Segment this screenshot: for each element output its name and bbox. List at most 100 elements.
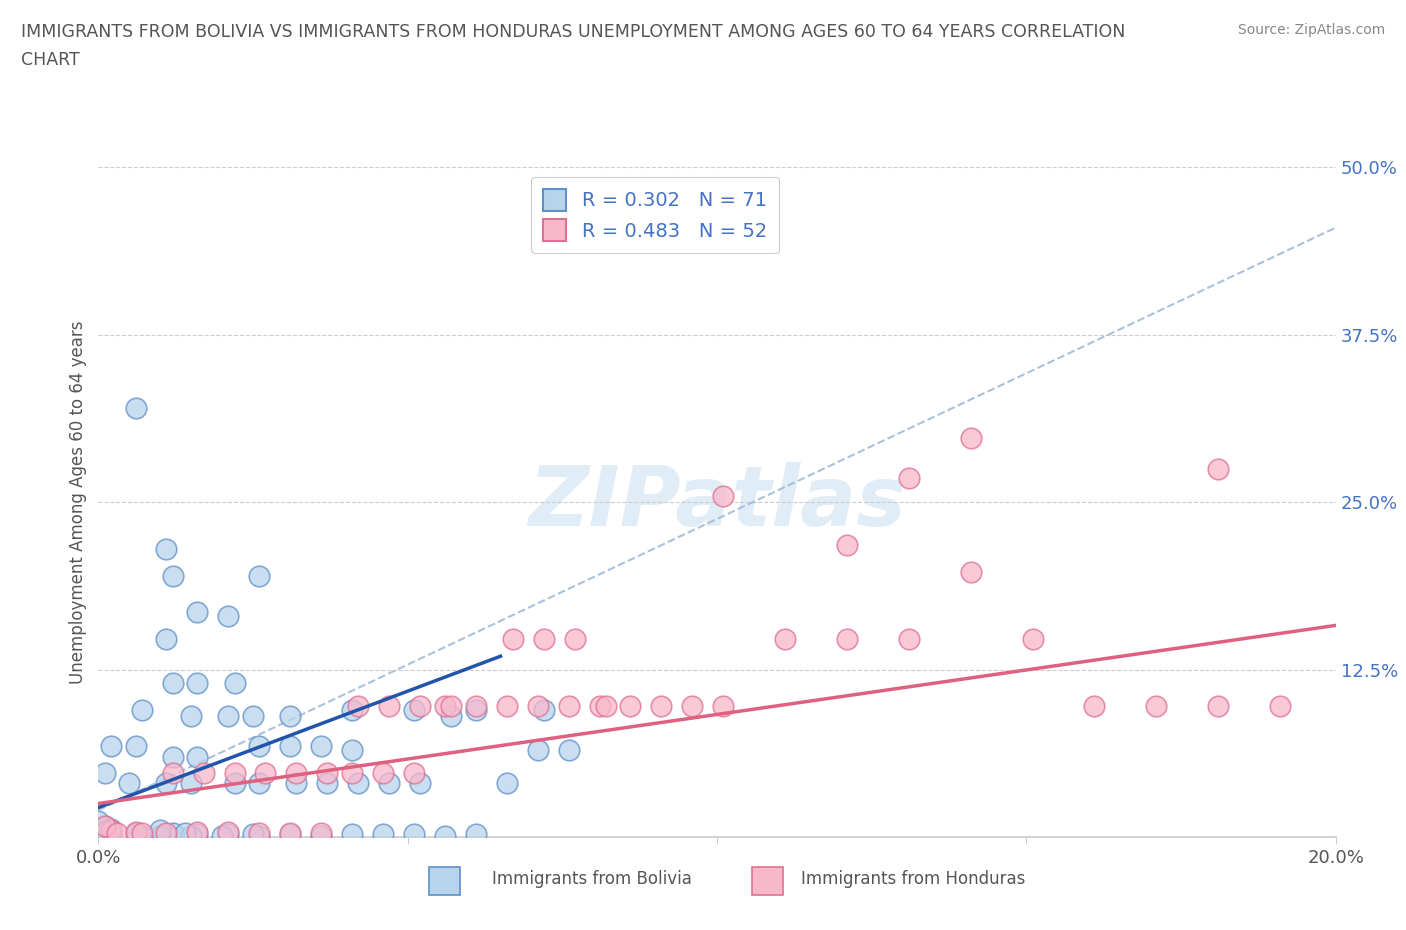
Point bbox=[340, 702, 363, 717]
Point bbox=[149, 829, 172, 844]
Point bbox=[155, 827, 177, 842]
Point bbox=[211, 829, 233, 844]
Y-axis label: Unemployment Among Ages 60 to 64 years: Unemployment Among Ages 60 to 64 years bbox=[69, 321, 87, 684]
Point bbox=[131, 829, 153, 844]
Point bbox=[464, 698, 486, 713]
Point bbox=[93, 818, 115, 833]
Legend: R = 0.302   N = 71, R = 0.483   N = 52: R = 0.302 N = 71, R = 0.483 N = 52 bbox=[531, 177, 779, 253]
Point bbox=[149, 823, 172, 838]
Point bbox=[247, 776, 270, 790]
Point bbox=[409, 776, 432, 790]
Point bbox=[402, 765, 425, 780]
Point bbox=[564, 631, 586, 646]
Point bbox=[835, 631, 858, 646]
Point bbox=[162, 826, 184, 841]
Point bbox=[124, 401, 146, 416]
Point bbox=[93, 824, 115, 839]
Point bbox=[217, 709, 239, 724]
Point bbox=[835, 538, 858, 552]
Point bbox=[378, 776, 401, 790]
Point bbox=[105, 826, 128, 841]
Point bbox=[247, 738, 270, 753]
Point bbox=[100, 738, 122, 753]
Point bbox=[93, 765, 115, 780]
Point bbox=[440, 709, 463, 724]
Point bbox=[131, 702, 153, 717]
Point bbox=[224, 675, 246, 690]
Point bbox=[959, 431, 981, 445]
Point bbox=[309, 826, 332, 841]
Point bbox=[247, 568, 270, 583]
Point bbox=[242, 709, 264, 724]
Point bbox=[440, 698, 463, 713]
Point bbox=[773, 631, 796, 646]
Point bbox=[278, 738, 301, 753]
Point bbox=[118, 776, 141, 790]
Point bbox=[254, 765, 277, 780]
Point bbox=[502, 631, 524, 646]
Point bbox=[193, 765, 215, 780]
Text: Immigrants from Bolivia: Immigrants from Bolivia bbox=[492, 870, 692, 888]
Point bbox=[1144, 698, 1167, 713]
Point bbox=[526, 698, 548, 713]
Text: CHART: CHART bbox=[21, 51, 80, 69]
Point bbox=[1021, 631, 1043, 646]
Point bbox=[309, 829, 332, 844]
Point bbox=[316, 765, 339, 780]
Point bbox=[100, 823, 122, 838]
Point bbox=[402, 827, 425, 842]
Point bbox=[285, 776, 308, 790]
Point bbox=[959, 565, 981, 579]
Point bbox=[155, 541, 177, 556]
Point bbox=[278, 827, 301, 842]
Point bbox=[1206, 698, 1229, 713]
Point bbox=[124, 826, 146, 841]
Point bbox=[162, 568, 184, 583]
Text: Immigrants from Honduras: Immigrants from Honduras bbox=[801, 870, 1026, 888]
Point bbox=[409, 698, 432, 713]
Point bbox=[495, 776, 517, 790]
Point bbox=[224, 765, 246, 780]
Point bbox=[180, 709, 202, 724]
Text: Source: ZipAtlas.com: Source: ZipAtlas.com bbox=[1237, 23, 1385, 37]
Point bbox=[217, 608, 239, 623]
Point bbox=[124, 824, 146, 839]
Point bbox=[162, 750, 184, 764]
Point bbox=[217, 827, 239, 842]
Point bbox=[93, 823, 115, 838]
Text: ZIPatlas: ZIPatlas bbox=[529, 461, 905, 543]
Point bbox=[347, 776, 370, 790]
Point bbox=[533, 702, 555, 717]
Point bbox=[371, 765, 394, 780]
Point bbox=[1206, 461, 1229, 476]
Point bbox=[433, 829, 456, 844]
Point bbox=[340, 742, 363, 757]
Point bbox=[224, 776, 246, 790]
Point bbox=[186, 675, 208, 690]
Point bbox=[131, 826, 153, 841]
Point bbox=[186, 604, 208, 619]
Point bbox=[340, 765, 363, 780]
Point bbox=[162, 675, 184, 690]
Point bbox=[186, 827, 208, 842]
Point bbox=[124, 738, 146, 753]
Point bbox=[557, 742, 579, 757]
Point bbox=[533, 631, 555, 646]
Point bbox=[371, 827, 394, 842]
Point bbox=[278, 826, 301, 841]
Point bbox=[681, 698, 703, 713]
Point bbox=[588, 698, 610, 713]
Point bbox=[595, 698, 617, 713]
Point bbox=[1268, 698, 1291, 713]
Point bbox=[124, 827, 146, 842]
Point bbox=[162, 765, 184, 780]
Point bbox=[100, 821, 122, 836]
Point bbox=[557, 698, 579, 713]
Point bbox=[340, 827, 363, 842]
Point bbox=[526, 742, 548, 757]
Point bbox=[711, 488, 734, 503]
Point bbox=[433, 698, 456, 713]
Point bbox=[180, 829, 202, 844]
Point bbox=[87, 826, 110, 841]
Point bbox=[186, 750, 208, 764]
